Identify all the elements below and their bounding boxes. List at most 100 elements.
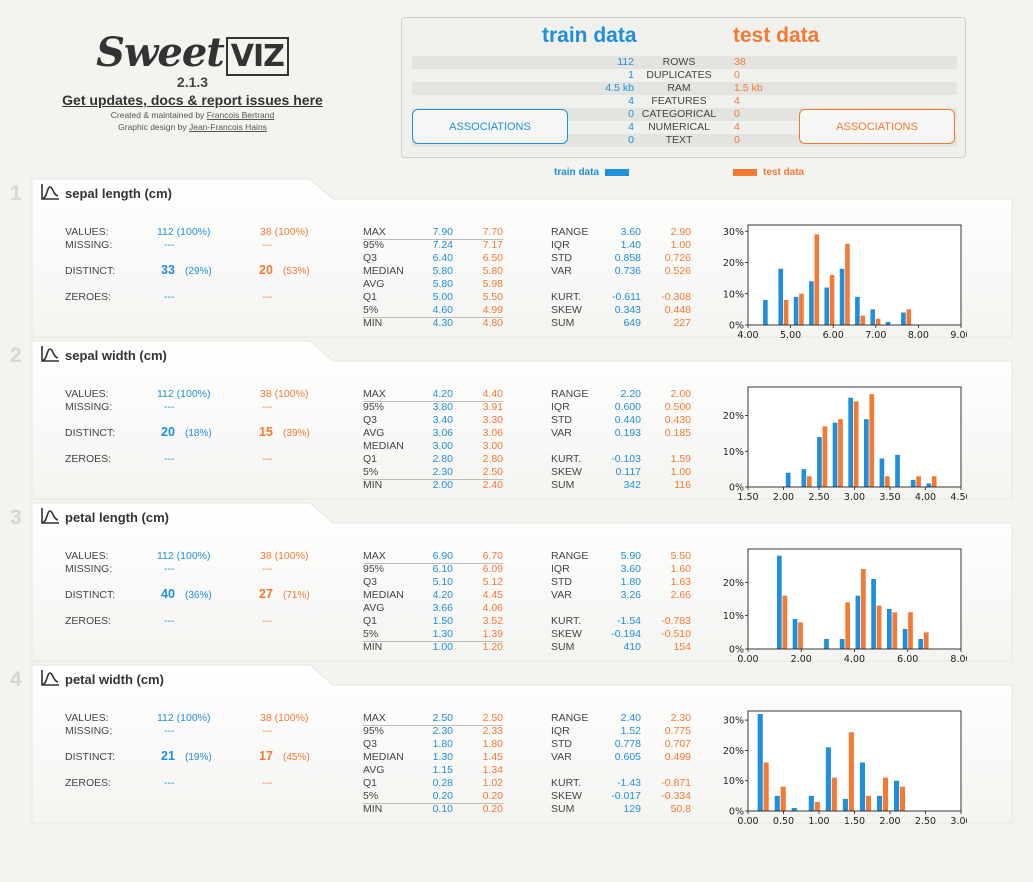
summary-row-label: NUMERICAL (648, 121, 710, 133)
train-bar (886, 609, 892, 649)
train-bar (893, 780, 900, 811)
test-bar (799, 293, 804, 325)
train-stat-value: -1.43 (617, 777, 641, 789)
updates-link[interactable]: Get updates, docs & report issues here (62, 92, 323, 108)
summary-train-value: 4.5 kb (605, 82, 634, 94)
train-quantile-value: 2.30 (432, 725, 453, 737)
train-bar (876, 795, 883, 811)
test-quantile-value: 5.80 (482, 265, 503, 277)
stat-label: KURT. (551, 615, 582, 627)
train-bar (817, 437, 822, 487)
zeroes-label: ZEROES: (65, 291, 112, 303)
author-link[interactable]: Francois Bertrand (206, 110, 275, 120)
test-bar (845, 243, 850, 325)
x-tick-label: 7.00 (865, 330, 886, 341)
test-values: 38 (100%) (260, 226, 309, 238)
train-quantile-value: 1.30 (432, 628, 453, 640)
train-quantile-value: 4.20 (432, 388, 453, 400)
train-bar (885, 321, 891, 325)
y-tick-label: 10% (723, 776, 744, 787)
values-label: VALUES: (65, 550, 109, 562)
y-tick-label: 0% (729, 321, 744, 332)
train-quantile-value: 1.50 (432, 615, 453, 627)
summary-row-label: DUPLICATES (646, 69, 712, 81)
y-tick-label: 30% (723, 716, 744, 727)
train-distinct: 20 (161, 425, 175, 439)
x-tick-label: 2.00 (791, 654, 812, 665)
histogram-chart: 0% 10% 20% 1.50 2.00 2.50 3.00 3.50 4.00 4.50 (723, 386, 967, 503)
train-stat-value: 342 (623, 479, 641, 491)
train-quantile-value: 3.66 (432, 602, 453, 614)
quantile-label: 95% (363, 401, 385, 413)
designer-link[interactable]: Jean-Francois Hains (188, 122, 267, 132)
created-credit: Created & maintained by Francois Bertran… (110, 110, 275, 120)
train-bar (839, 639, 845, 649)
x-tick-label: 2.50 (915, 816, 936, 827)
test-quantile-value: 1.80 (482, 738, 503, 750)
values-label: VALUES: (65, 226, 109, 238)
train-bar (902, 629, 908, 649)
train-bar (842, 798, 848, 811)
train-bar (832, 422, 838, 487)
train-quantile-value: 6.10 (432, 563, 453, 575)
values-label: VALUES: (65, 712, 109, 724)
train-quantile-value: 0.10 (432, 803, 453, 815)
quantile-label: AVG (363, 427, 385, 439)
test-stat-value: -0.783 (661, 615, 691, 627)
quantile-separator (363, 725, 503, 726)
summary-test-value: 0 (734, 69, 740, 81)
train-bar (901, 312, 906, 325)
stat-label: STD (551, 252, 572, 264)
train-stat-value: 410 (623, 641, 641, 653)
train-zeroes: --- (164, 615, 175, 627)
train-quantile-value: 7.24 (432, 239, 453, 251)
stat-label: SKEW (551, 304, 582, 316)
test-bar (892, 612, 898, 649)
test-quantile-value: 4.99 (482, 304, 503, 316)
test-quantile-value: 5.12 (482, 576, 503, 588)
quantile-label: AVG (363, 602, 385, 614)
numerical-feature-icon (41, 346, 59, 362)
quantile-label: MEDIAN (363, 589, 404, 601)
test-quantile-value: 1.39 (482, 628, 503, 640)
test-distinct-pct: (45%) (283, 752, 310, 763)
test-bar (831, 777, 837, 811)
associations-train-button[interactable]: ASSOCIATIONS (412, 109, 568, 144)
test-bar (829, 275, 835, 325)
quantile-separator (363, 803, 503, 804)
x-tick-label: 4.00 (737, 330, 758, 341)
feature-number: 4 (10, 668, 22, 691)
missing-label: MISSING: (65, 401, 113, 413)
quantile-separator (363, 317, 503, 318)
stat-label: STD (551, 576, 572, 588)
x-tick-label: 2.50 (808, 492, 829, 503)
test-stat-value: 0.775 (664, 725, 691, 737)
missing-label: MISSING: (65, 239, 113, 251)
summary-test-value: 4 (734, 95, 740, 107)
train-values: 112 (100%) (157, 712, 211, 724)
train-values: 112 (100%) (157, 550, 211, 562)
associations-test-button[interactable]: ASSOCIATIONS (799, 109, 955, 144)
train-quantile-value: 6.40 (432, 252, 453, 264)
train-bar (839, 268, 845, 325)
train-bar (926, 483, 932, 487)
stat-label: SUM (551, 479, 575, 491)
test-bar (916, 476, 921, 487)
train-stat-value: 2.40 (620, 712, 641, 724)
train-data-title: train data (542, 24, 637, 47)
histogram-chart: 0% 10% 20% 30% 4.00 5.00 6.00 7.00 8.00 9.00 (723, 224, 967, 341)
stat-label: IQR (551, 563, 570, 575)
train-stat-value: 1.40 (620, 239, 641, 251)
summary-train-value: 0 (628, 108, 634, 120)
train-stat-value: 3.26 (620, 589, 641, 601)
test-bar (798, 622, 803, 649)
quantile-label: 5% (363, 466, 379, 478)
feature-title: sepal length (cm) (65, 186, 172, 201)
test-bar (860, 315, 866, 325)
quantile-label: MEDIAN (363, 751, 404, 763)
test-zeroes: --- (262, 615, 273, 627)
test-bar (853, 401, 859, 487)
quantile-label: MAX (363, 388, 386, 400)
stat-label: RANGE (551, 712, 589, 724)
summary-row: 1 DUPLICATES 0 (412, 69, 957, 82)
